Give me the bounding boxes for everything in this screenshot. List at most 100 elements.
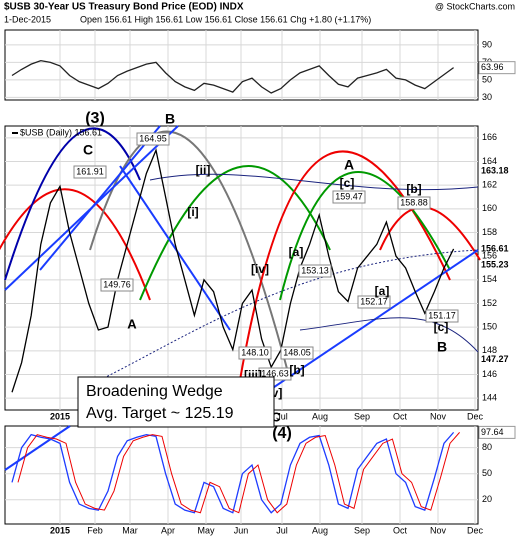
envelope <box>149 173 479 191</box>
price-label-box <box>332 190 366 204</box>
series-line <box>11 431 455 514</box>
x-tick-label: Aug <box>312 411 328 421</box>
wave-label: [i] <box>187 205 198 219</box>
price-label-box <box>238 346 272 360</box>
x-tick-label: May <box>197 525 215 535</box>
price-label: 151.17 <box>428 310 456 320</box>
y-tick-label: 158 <box>482 227 497 237</box>
x-tick-label: Aug <box>312 525 328 535</box>
y-tick-label: 146 <box>482 369 497 379</box>
y-tick-label: 164 <box>482 156 497 166</box>
x-tick-label: Mar <box>122 525 138 535</box>
wave-label: (4) <box>272 425 292 442</box>
wave-label: [iv] <box>251 262 269 276</box>
price-label: 153.13 <box>301 265 329 275</box>
y-tick-label: 148 <box>482 345 497 355</box>
source: @ StockCharts.com <box>435 1 515 11</box>
last-value-box <box>478 61 516 75</box>
wave-label: A <box>344 157 354 173</box>
x-tick-label: Nov <box>430 525 447 535</box>
envelope <box>299 317 479 353</box>
x-tick-label: Nov <box>430 411 447 421</box>
y-tick-label: 50 <box>482 468 492 478</box>
price-label: 148.05 <box>283 347 311 357</box>
price-label-box <box>136 132 170 146</box>
x-tick-label: Apr <box>161 525 175 535</box>
price-label-box <box>425 309 459 323</box>
y-tick-label: 50 <box>482 74 492 84</box>
x-tick-label: Feb <box>87 525 103 535</box>
y-tick-label: 30 <box>482 92 492 102</box>
trend-line <box>239 249 479 411</box>
legend: $USB (Daily) 156.61 <box>20 127 102 137</box>
price-label-box <box>298 264 332 278</box>
signal-line <box>17 432 460 514</box>
price-label: 149.76 <box>103 279 131 289</box>
wave-label: [c] <box>340 176 355 190</box>
price-label: 152.17 <box>360 296 388 306</box>
right-label: 163.18 <box>481 166 509 176</box>
price-label: 159.47 <box>335 191 363 201</box>
y-tick-label: 156 <box>482 251 497 261</box>
x-tick-label: Oct <box>393 525 408 535</box>
wave-label: B <box>165 111 175 127</box>
date: 1-Dec-2015 <box>4 14 51 24</box>
price-label-box <box>280 346 314 360</box>
wave-label: C <box>83 142 93 158</box>
x-tick-label: 2015 <box>50 525 70 535</box>
price-label-box <box>73 165 107 179</box>
x-tick-label: 2015 <box>50 411 70 421</box>
wave-label: B <box>437 339 447 355</box>
trend-line <box>39 125 161 271</box>
wave-label: [c] <box>434 320 449 334</box>
wave-label: [b] <box>406 182 421 196</box>
price-label-box <box>397 196 431 210</box>
price-label: 148.10 <box>241 347 269 357</box>
wave-label: [b] <box>289 363 304 377</box>
x-tick-label: Dec <box>467 525 484 535</box>
price-label-box <box>357 295 391 309</box>
y-tick-label: 154 <box>482 274 497 284</box>
note-text: Avg. Target ~ 125.19 <box>86 405 234 422</box>
wave-label: (3) <box>85 110 105 127</box>
series-line <box>11 148 455 393</box>
moving-average <box>99 249 479 381</box>
right-label: 147.27 <box>481 354 509 364</box>
x-tick-label: Jul <box>276 411 288 421</box>
wave-label: [ii] <box>196 163 211 177</box>
note-text: Broadening Wedge <box>86 383 223 400</box>
wave-label: A <box>127 316 137 331</box>
price-label: 158.88 <box>400 197 428 207</box>
x-tick-label: Jun <box>234 525 249 535</box>
x-tick-label: Jul <box>276 525 288 535</box>
y-tick-label: 144 <box>482 393 497 403</box>
cycle-arc <box>139 165 331 301</box>
wave-label: C <box>271 409 281 424</box>
y-tick-label: 152 <box>482 298 497 308</box>
cycle-arc <box>4 127 141 281</box>
x-tick-label: Dec <box>467 411 484 421</box>
y-tick-label: 80 <box>482 442 492 452</box>
y-tick-label: 150 <box>482 322 497 332</box>
price-label: 161.91 <box>76 166 104 176</box>
price-label: 164.95 <box>139 133 167 143</box>
last-value-box <box>478 425 516 439</box>
y-tick-label: 20 <box>482 494 492 504</box>
cycle-arc <box>89 130 291 381</box>
trend-line <box>119 165 231 331</box>
wave-label: [a] <box>375 284 390 298</box>
x-tick-label: Sep <box>354 411 370 421</box>
y-tick-label: 160 <box>482 203 497 213</box>
price-label: 146.63 <box>261 368 289 378</box>
last-value: 63.96 <box>481 62 504 72</box>
last-value: 97.64 <box>481 427 504 437</box>
chart-title: $USB 30-Year US Treasury Bond Price (EOD… <box>4 2 244 13</box>
trend-line <box>4 425 71 471</box>
cycle-arc <box>279 171 451 301</box>
price-label-box <box>100 278 134 292</box>
x-tick-label: Sep <box>354 525 370 535</box>
y-tick-label: 166 <box>482 132 497 142</box>
quote: Open 156.61 High 156.61 Low 156.61 Close… <box>80 14 371 24</box>
right-label: 155.23 <box>481 260 509 270</box>
